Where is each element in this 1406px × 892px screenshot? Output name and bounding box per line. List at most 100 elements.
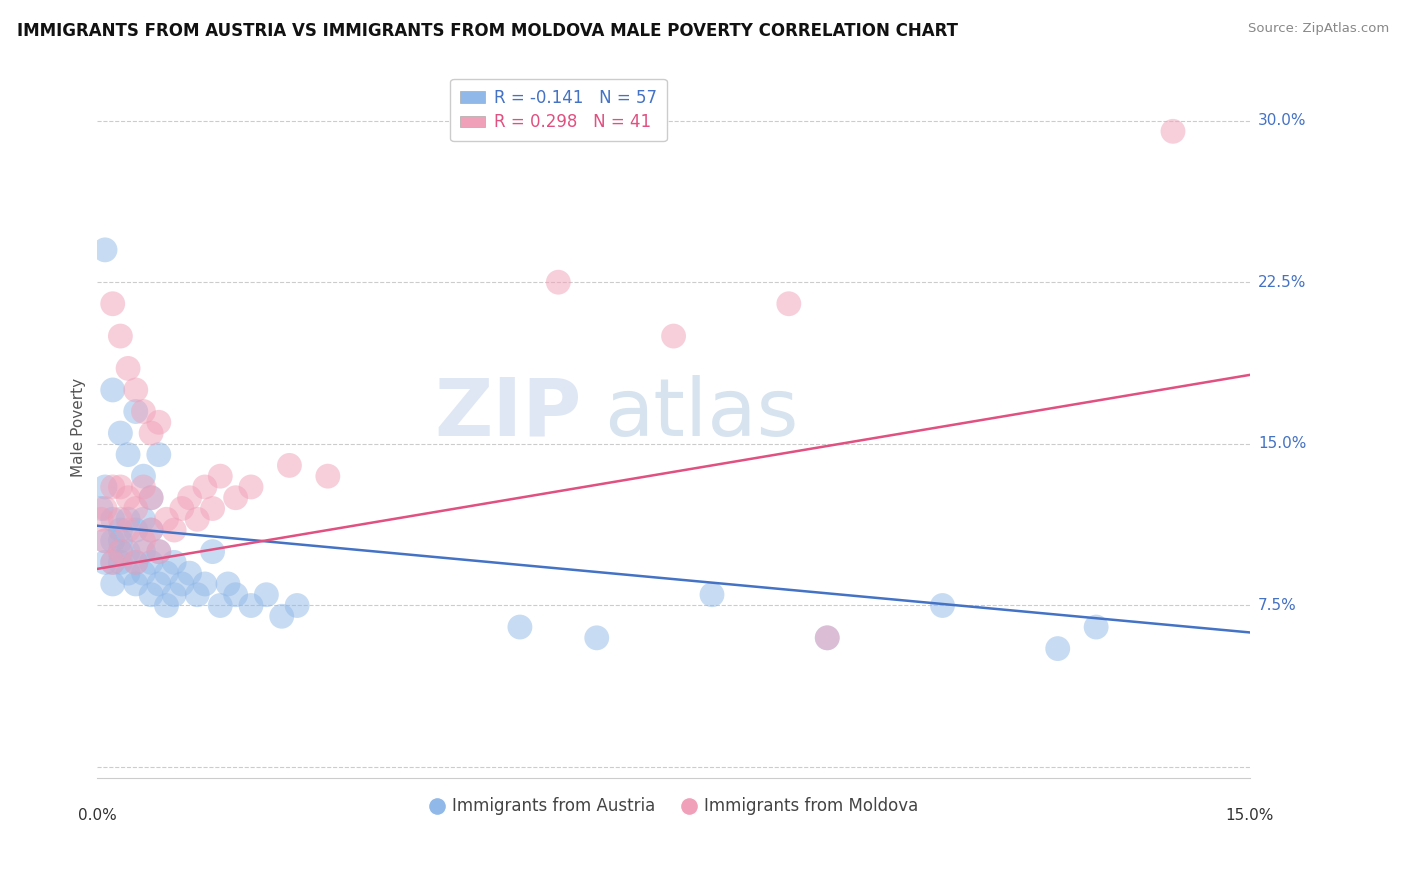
Text: IMMIGRANTS FROM AUSTRIA VS IMMIGRANTS FROM MOLDOVA MALE POVERTY CORRELATION CHAR: IMMIGRANTS FROM AUSTRIA VS IMMIGRANTS FR… <box>17 22 957 40</box>
Point <box>125 501 148 516</box>
Point <box>117 544 139 558</box>
Point <box>132 469 155 483</box>
Point <box>101 480 124 494</box>
Point <box>662 329 685 343</box>
Point <box>139 588 162 602</box>
Point <box>148 544 170 558</box>
Point <box>139 555 162 569</box>
Point <box>110 329 132 343</box>
Point <box>278 458 301 473</box>
Point <box>125 555 148 569</box>
Point <box>240 599 263 613</box>
Point <box>201 501 224 516</box>
Point <box>101 555 124 569</box>
Text: 22.5%: 22.5% <box>1258 275 1306 290</box>
Point <box>170 577 193 591</box>
Point <box>125 577 148 591</box>
Point <box>270 609 292 624</box>
Point <box>815 631 838 645</box>
Point <box>225 588 247 602</box>
Text: Source: ZipAtlas.com: Source: ZipAtlas.com <box>1249 22 1389 36</box>
Point <box>186 512 208 526</box>
Point <box>163 555 186 569</box>
Text: 15.0%: 15.0% <box>1226 808 1274 823</box>
Point <box>101 383 124 397</box>
Point <box>194 577 217 591</box>
Point <box>94 533 117 548</box>
Point <box>209 469 232 483</box>
Legend: Immigrants from Austria, Immigrants from Moldova: Immigrants from Austria, Immigrants from… <box>422 791 925 822</box>
Point <box>148 415 170 429</box>
Point <box>94 501 117 516</box>
Point <box>139 523 162 537</box>
Point <box>101 555 124 569</box>
Point <box>94 555 117 569</box>
Point <box>316 469 339 483</box>
Point <box>132 404 155 418</box>
Point <box>155 599 177 613</box>
Point <box>585 631 607 645</box>
Point <box>186 588 208 602</box>
Point <box>117 361 139 376</box>
Point <box>240 480 263 494</box>
Point <box>225 491 247 505</box>
Y-axis label: Male Poverty: Male Poverty <box>72 378 86 477</box>
Point <box>132 480 155 494</box>
Point <box>700 588 723 602</box>
Point <box>110 426 132 441</box>
Point <box>94 533 117 548</box>
Point <box>209 599 232 613</box>
Point <box>132 566 155 581</box>
Point <box>125 404 148 418</box>
Point <box>148 544 170 558</box>
Point <box>547 275 569 289</box>
Point <box>254 588 277 602</box>
Point <box>110 512 132 526</box>
Point <box>815 631 838 645</box>
Point <box>101 577 124 591</box>
Text: 0.0%: 0.0% <box>77 808 117 823</box>
Point <box>148 448 170 462</box>
Point <box>110 523 132 537</box>
Point <box>155 566 177 581</box>
Point <box>1046 641 1069 656</box>
Point <box>125 555 148 569</box>
Point <box>1161 124 1184 138</box>
Point <box>110 533 132 548</box>
Text: atlas: atlas <box>605 375 799 452</box>
Point <box>132 512 155 526</box>
Point <box>148 577 170 591</box>
Point <box>132 533 155 548</box>
Point <box>125 523 148 537</box>
Point <box>94 243 117 257</box>
Point <box>139 491 162 505</box>
Point <box>155 512 177 526</box>
Point <box>132 544 155 558</box>
Point <box>117 491 139 505</box>
Point <box>94 480 117 494</box>
Point <box>139 491 162 505</box>
Point <box>90 501 112 516</box>
Point <box>170 501 193 516</box>
Text: 15.0%: 15.0% <box>1258 436 1306 451</box>
Point <box>163 588 186 602</box>
Point <box>117 448 139 462</box>
Point <box>179 491 201 505</box>
Point <box>110 480 132 494</box>
Point <box>117 512 139 526</box>
Point <box>1085 620 1108 634</box>
Point <box>101 297 124 311</box>
Point <box>117 523 139 537</box>
Point <box>194 480 217 494</box>
Point <box>125 383 148 397</box>
Point <box>163 523 186 537</box>
Point <box>778 297 800 311</box>
Point <box>117 566 139 581</box>
Text: 30.0%: 30.0% <box>1258 113 1306 128</box>
Point <box>101 512 124 526</box>
Point <box>285 599 308 613</box>
Point <box>110 544 132 558</box>
Point <box>110 555 132 569</box>
Point <box>139 523 162 537</box>
Point <box>139 426 162 441</box>
